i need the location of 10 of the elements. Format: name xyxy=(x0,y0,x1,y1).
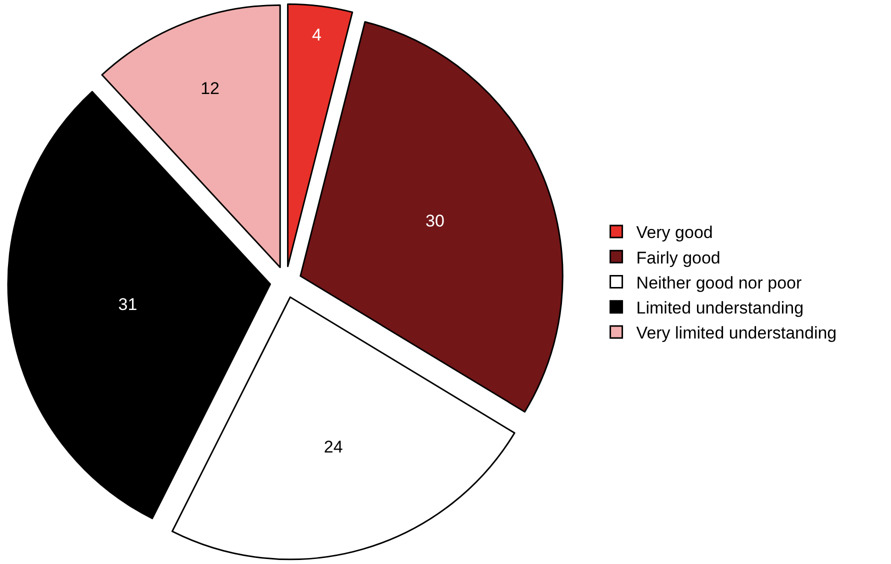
data-label: 31 xyxy=(118,294,138,314)
data-label: 12 xyxy=(200,78,220,98)
data-label: 30 xyxy=(426,211,444,230)
legend-label: Very limited understanding xyxy=(636,324,837,343)
legend-label: Limited understanding xyxy=(636,298,804,318)
legend-label: Very good xyxy=(636,223,713,242)
legend-label: Fairly good xyxy=(636,248,720,268)
data-label: 24 xyxy=(324,438,343,457)
legend-label: Neither good nor poor xyxy=(636,273,802,292)
data-label: 4 xyxy=(312,25,322,44)
